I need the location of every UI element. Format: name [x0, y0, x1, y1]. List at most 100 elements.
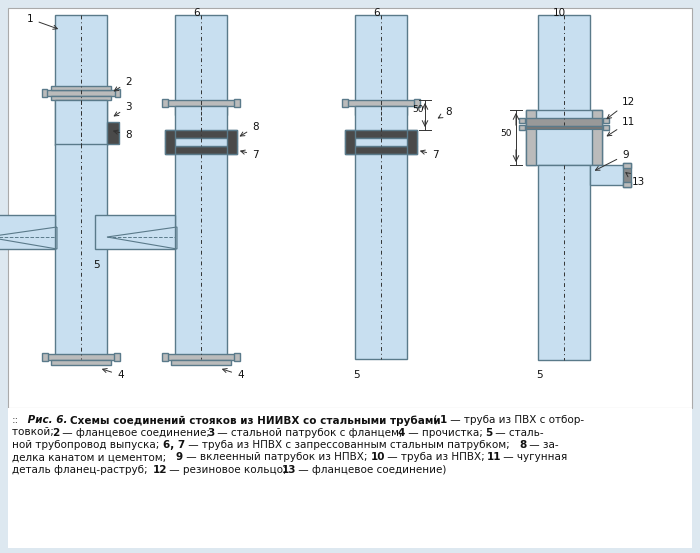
Bar: [175, 15, 227, 115]
Text: 5: 5: [485, 427, 492, 437]
Text: 9: 9: [176, 452, 183, 462]
Text: — сталь-: — сталь-: [492, 427, 544, 437]
Bar: [51, 96, 111, 100]
Text: 2: 2: [114, 77, 132, 91]
Bar: [107, 122, 119, 144]
Text: 4: 4: [398, 427, 405, 437]
Bar: [51, 360, 111, 365]
Text: 1: 1: [440, 415, 447, 425]
Text: 9: 9: [596, 150, 629, 170]
Text: Схемы соединений стояков из НИИВХ со стальными трубами: Схемы соединений стояков из НИИВХ со ста…: [70, 415, 440, 425]
Bar: [538, 15, 590, 125]
Bar: [234, 99, 240, 107]
Bar: [355, 15, 407, 115]
Bar: [345, 138, 417, 146]
Bar: [346, 100, 416, 106]
Text: 8: 8: [113, 130, 132, 140]
Bar: [165, 130, 237, 138]
Bar: [526, 126, 602, 129]
Text: 8: 8: [438, 107, 452, 118]
Text: 13: 13: [282, 465, 297, 475]
Text: — фланцевое соединение;: — фланцевое соединение;: [59, 427, 214, 437]
Text: 3: 3: [207, 427, 214, 437]
Bar: [355, 154, 407, 359]
Bar: [55, 15, 107, 145]
Text: 6: 6: [374, 8, 380, 18]
Text: 4: 4: [103, 368, 124, 380]
Bar: [46, 90, 116, 96]
Bar: [345, 146, 417, 154]
Text: 8: 8: [519, 440, 526, 450]
Bar: [227, 130, 237, 154]
Bar: [171, 360, 231, 365]
Bar: [55, 100, 107, 145]
Text: — фланцевое соединение): — фланцевое соединение): [295, 465, 447, 475]
Bar: [42, 89, 47, 97]
Bar: [8, 8, 692, 408]
Bar: [167, 354, 235, 360]
Text: 8: 8: [240, 122, 258, 136]
Bar: [519, 118, 525, 123]
Text: — стальной патрубок с фланцем;: — стальной патрубок с фланцем;: [214, 427, 406, 437]
Bar: [162, 353, 168, 361]
Bar: [345, 130, 355, 154]
Text: — труба из НПВХ;: — труба из НПВХ;: [384, 452, 488, 462]
Text: 50: 50: [500, 128, 512, 138]
Text: 10: 10: [552, 8, 566, 18]
Bar: [165, 130, 175, 154]
Text: Рис. 6.: Рис. 6.: [24, 415, 71, 425]
Text: делка канатом и цементом;: делка канатом и цементом;: [12, 452, 169, 462]
Text: товкой;: товкой;: [12, 427, 57, 437]
Bar: [162, 99, 168, 107]
Bar: [414, 99, 420, 107]
Bar: [407, 130, 417, 154]
Bar: [165, 138, 237, 146]
Text: — труба из НПВХ с запрессованным стальным патрубком;: — труба из НПВХ с запрессованным стальны…: [185, 440, 513, 450]
Bar: [114, 353, 120, 361]
Bar: [603, 118, 609, 123]
Bar: [0, 215, 55, 249]
Bar: [623, 163, 631, 187]
Bar: [8, 408, 692, 548]
Text: 7: 7: [241, 150, 258, 160]
Bar: [175, 106, 227, 146]
Bar: [538, 165, 590, 360]
Bar: [47, 354, 115, 360]
Bar: [175, 154, 227, 359]
Text: 11: 11: [487, 452, 501, 462]
Text: — за-: — за-: [526, 440, 559, 450]
Bar: [526, 118, 602, 126]
Text: 1: 1: [27, 14, 57, 29]
Text: 13: 13: [626, 173, 645, 187]
Bar: [623, 182, 631, 187]
Text: 5: 5: [93, 260, 99, 270]
Text: — труба из ПВХ с отбор-: — труба из ПВХ с отбор-: [447, 415, 584, 425]
Bar: [115, 89, 120, 97]
Text: — прочистка;: — прочистка;: [405, 427, 486, 437]
Text: ной трубопровод выпуска;: ной трубопровод выпуска;: [12, 440, 162, 450]
Bar: [526, 110, 602, 165]
Bar: [95, 215, 175, 249]
Bar: [51, 86, 111, 90]
Text: 10: 10: [371, 452, 386, 462]
Text: ::: ::: [12, 415, 20, 425]
Text: 6: 6: [194, 8, 200, 18]
Text: 12: 12: [607, 97, 636, 119]
Text: 4: 4: [223, 368, 244, 380]
Bar: [342, 99, 348, 107]
Bar: [603, 125, 609, 130]
Bar: [166, 100, 236, 106]
Text: — резиновое кольцо;: — резиновое кольцо;: [166, 465, 290, 475]
Bar: [590, 165, 625, 185]
Text: 6, 7: 6, 7: [163, 440, 186, 450]
Bar: [42, 353, 48, 361]
Text: (: (: [430, 415, 438, 425]
Bar: [623, 163, 631, 168]
Bar: [234, 353, 240, 361]
Text: 5: 5: [353, 370, 360, 380]
Bar: [519, 125, 525, 130]
Text: 11: 11: [607, 117, 636, 136]
Bar: [345, 130, 417, 138]
Text: 50: 50: [412, 106, 423, 114]
Text: — чугунная: — чугунная: [500, 452, 567, 462]
